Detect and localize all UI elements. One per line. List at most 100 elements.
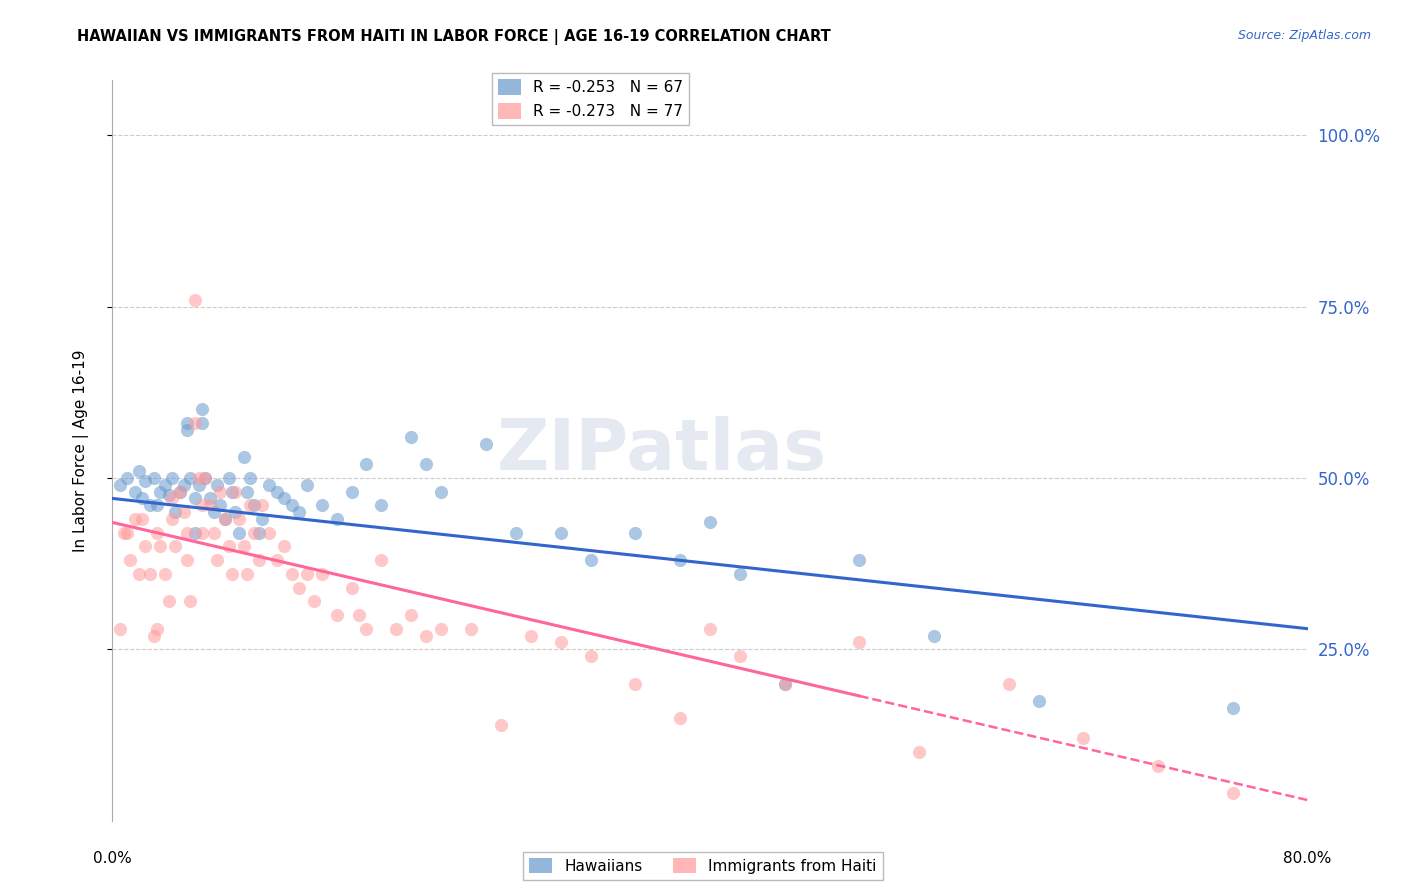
Legend: Hawaiians, Immigrants from Haiti: Hawaiians, Immigrants from Haiti [523, 852, 883, 880]
Point [250, 498, 273, 512]
Point [149, 484, 172, 499]
Point [247, 553, 270, 567]
Point [415, 457, 437, 471]
Point [146, 525, 169, 540]
Point [124, 512, 146, 526]
Point [128, 464, 150, 478]
Point [114, 525, 135, 540]
Point [1147, 759, 1170, 773]
Point [302, 594, 325, 608]
Point [173, 477, 195, 491]
Point [134, 475, 156, 489]
Point [117, 471, 139, 485]
Point [266, 484, 288, 499]
Point [848, 553, 870, 567]
Point [162, 491, 183, 506]
Point [624, 525, 647, 540]
Point [295, 477, 318, 491]
Point [194, 471, 217, 485]
Point [281, 498, 304, 512]
Point [157, 594, 180, 608]
Point [131, 491, 153, 506]
Point [218, 471, 240, 485]
Point [311, 566, 333, 581]
Point [176, 423, 198, 437]
Point [128, 566, 150, 581]
Point [153, 566, 176, 581]
Point [998, 676, 1021, 690]
Point [143, 471, 166, 485]
Point [370, 553, 392, 567]
Point [520, 628, 543, 642]
Point [288, 581, 311, 595]
Point [579, 649, 602, 664]
Point [247, 525, 270, 540]
Point [579, 553, 602, 567]
Point [120, 553, 142, 567]
Point [281, 566, 304, 581]
Point [489, 717, 512, 731]
Point [250, 512, 273, 526]
Point [124, 484, 146, 499]
Point [191, 498, 214, 512]
Point [415, 628, 437, 642]
Point [922, 628, 945, 642]
Text: ZIPatlas: ZIPatlas [498, 416, 827, 485]
Point [239, 498, 262, 512]
Point [1222, 786, 1244, 800]
Point [236, 566, 259, 581]
Point [157, 488, 180, 502]
Point [139, 498, 162, 512]
Point [430, 484, 453, 499]
Point [169, 484, 191, 499]
Point [848, 635, 870, 649]
Point [1073, 731, 1095, 746]
Point [669, 553, 692, 567]
Point [228, 512, 250, 526]
Point [550, 525, 572, 540]
Point [117, 525, 139, 540]
Point [191, 402, 214, 417]
Text: 0.0%: 0.0% [93, 851, 132, 866]
Point [224, 505, 246, 519]
Point [183, 525, 205, 540]
Point [773, 676, 796, 690]
Point [183, 293, 205, 307]
Point [266, 553, 288, 567]
Point [131, 512, 153, 526]
Point [162, 512, 183, 526]
Point [699, 516, 721, 530]
Point [505, 525, 527, 540]
Point [295, 566, 318, 581]
Point [699, 622, 721, 636]
Point [205, 477, 228, 491]
Point [347, 607, 370, 622]
Point [134, 540, 156, 554]
Y-axis label: In Labor Force | Age 16-19: In Labor Force | Age 16-19 [73, 349, 89, 552]
Point [202, 505, 225, 519]
Point [146, 622, 169, 636]
Point [773, 676, 796, 690]
Point [221, 484, 243, 499]
Point [108, 622, 131, 636]
Point [162, 471, 183, 485]
Point [202, 525, 225, 540]
Point [233, 450, 256, 465]
Point [356, 622, 378, 636]
Point [224, 484, 246, 499]
Point [236, 484, 259, 499]
Point [143, 628, 166, 642]
Point [214, 512, 236, 526]
Point [228, 525, 250, 540]
Point [183, 491, 205, 506]
Point [205, 553, 228, 567]
Point [191, 416, 214, 430]
Point [173, 505, 195, 519]
Point [243, 498, 266, 512]
Point [325, 512, 347, 526]
Point [550, 635, 572, 649]
Point [176, 416, 198, 430]
Point [214, 512, 236, 526]
Point [356, 457, 378, 471]
Point [340, 581, 363, 595]
